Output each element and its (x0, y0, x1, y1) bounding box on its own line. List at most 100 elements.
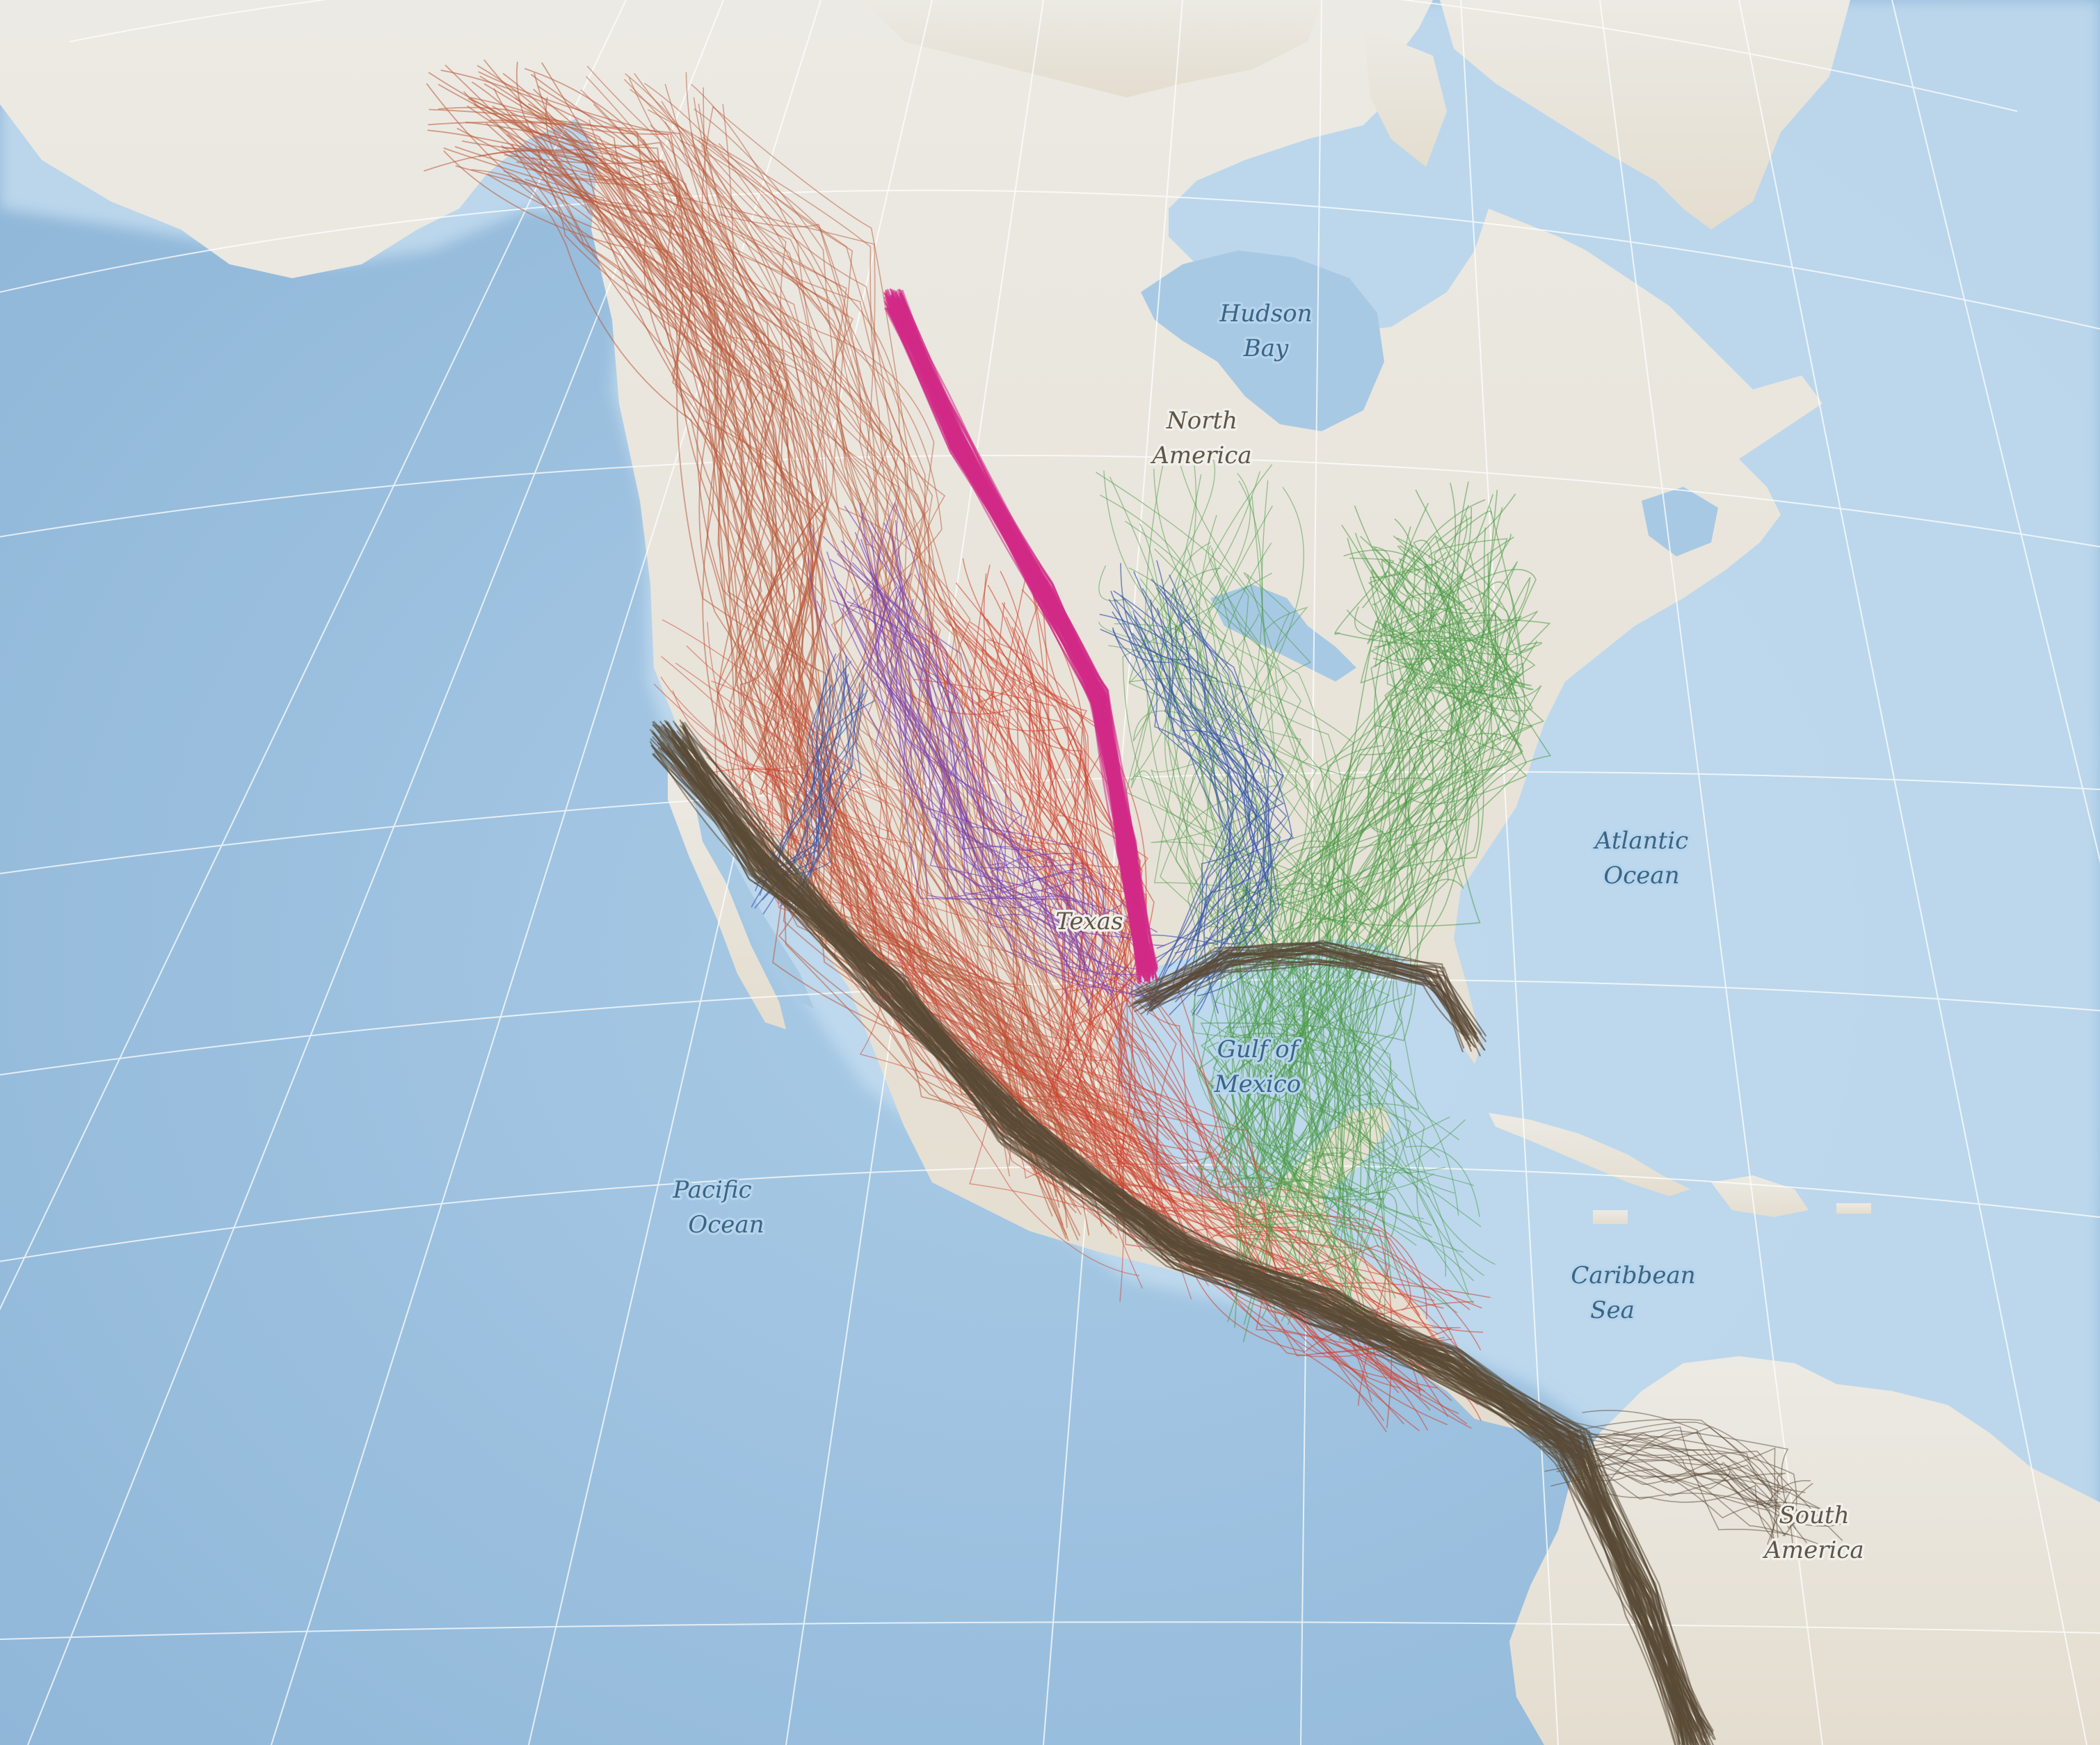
migration-track (876, 602, 1119, 930)
migration-track (1208, 574, 1480, 1318)
migration-track (704, 747, 1157, 1245)
central-blue-tracks (1099, 560, 1295, 1016)
migration-track (1237, 538, 1525, 1291)
migration-track (1216, 545, 1481, 1201)
migration-track (1566, 1436, 1797, 1536)
migration-track (1099, 613, 1251, 966)
migration-track (853, 587, 1122, 944)
migration-track (892, 536, 1084, 908)
migration-track (860, 538, 1158, 998)
migration-track (914, 574, 1435, 1301)
migration-track (1265, 569, 1537, 1201)
migration-track (895, 587, 1135, 939)
migration-track (1125, 611, 1288, 990)
migration-track (869, 572, 1068, 1000)
migration-track (826, 551, 1109, 994)
migration-track (672, 690, 1139, 1276)
migration-track (861, 512, 1093, 935)
hudson-bay-water (1141, 250, 1384, 431)
migration-track (703, 137, 1074, 1141)
migration-track (1160, 462, 1354, 1300)
migration-track (516, 61, 1111, 1140)
migration-track (1311, 560, 1475, 1209)
migration-track (1100, 629, 1272, 1008)
migration-track (1175, 618, 1440, 1158)
migration-track (675, 737, 1689, 1745)
migration-track (841, 608, 1105, 1006)
migration-track (784, 695, 1122, 1209)
migration-track (840, 540, 1112, 996)
migration-track (1231, 620, 1532, 1207)
migration-track (1557, 1464, 1779, 1543)
migration-track (1175, 625, 1265, 953)
migration-track (581, 149, 1069, 1166)
migration-track (698, 104, 1115, 1157)
migration-track (535, 146, 1125, 1188)
migration-track (1159, 585, 1293, 1014)
migration-track (599, 159, 1086, 1151)
migration-track (677, 736, 1708, 1745)
hudson-bay-label: Hudson Bay (1219, 300, 1312, 362)
western-interior-b-tracks (580, 65, 1159, 1189)
migration-track (992, 637, 1408, 1356)
migration-track (844, 506, 1167, 998)
migration-track (698, 140, 1128, 1053)
migration-track (673, 745, 1706, 1745)
migration-track (1562, 1444, 1849, 1527)
migration-track (706, 757, 1123, 1168)
migration-track (1550, 1468, 1820, 1519)
baja-land (668, 765, 786, 1029)
pacific-flyway-sa-tracks (1530, 1410, 1849, 1557)
migration-track (1178, 473, 1480, 1217)
migration-track (1547, 1432, 1813, 1521)
central-magenta-tracks (883, 288, 1159, 985)
migration-track (1120, 563, 1270, 996)
migration-track (1237, 536, 1464, 1261)
migration-track (1243, 572, 1367, 1233)
migration-track (1132, 633, 1272, 949)
migration-track (700, 145, 1131, 1187)
migration-track (586, 76, 1041, 1185)
migration-track (808, 557, 1146, 937)
migration-track (883, 522, 1160, 998)
migration-track (771, 700, 1192, 1300)
migration-track (1113, 590, 1280, 979)
migration-track (1148, 613, 1284, 999)
migration-track (443, 147, 1155, 1146)
migration-track (977, 638, 1470, 1388)
migration-track (1130, 643, 1352, 1159)
migration-track (965, 641, 1491, 1298)
migration-track (1160, 634, 1267, 954)
migration-track (1187, 548, 1377, 1159)
migration-track (1128, 959, 1471, 1047)
migration-track (1530, 1426, 1811, 1507)
migration-track (1171, 579, 1254, 990)
pacific-flyway-gulf-tracks (1128, 940, 1486, 1056)
migration-track (789, 661, 852, 911)
texas-label: Texas (1055, 908, 1123, 935)
migration-track (1132, 942, 1470, 1033)
migration-track (1261, 480, 1401, 1269)
migration-track (1153, 657, 1459, 1141)
migration-track (754, 680, 844, 885)
migration-track (1603, 1445, 1789, 1535)
arctic-islands (863, 0, 1322, 97)
migration-track (1556, 1459, 1774, 1547)
migration-track (952, 616, 1445, 1354)
southwest-purple-tracks (808, 502, 1167, 1012)
migration-track (1125, 521, 1344, 1281)
caribbean-sea-label: Caribbean Sea (1571, 1262, 1695, 1324)
pacific-flyway-tracks (649, 719, 1716, 1745)
migration-track (680, 140, 1023, 1040)
migration-track (1224, 550, 1483, 1200)
south-america-label: South America (1762, 1502, 1863, 1564)
migration-track (776, 668, 1224, 1214)
migration-track (467, 105, 1148, 1155)
migration-track (1151, 579, 1254, 979)
migration-track (1231, 536, 1514, 1285)
migration-track (1100, 494, 1458, 1314)
migration-track (1103, 470, 1411, 1303)
gulf-of-mexico-label: Gulf of Mexico (1214, 1036, 1302, 1098)
migration-track (796, 685, 832, 875)
